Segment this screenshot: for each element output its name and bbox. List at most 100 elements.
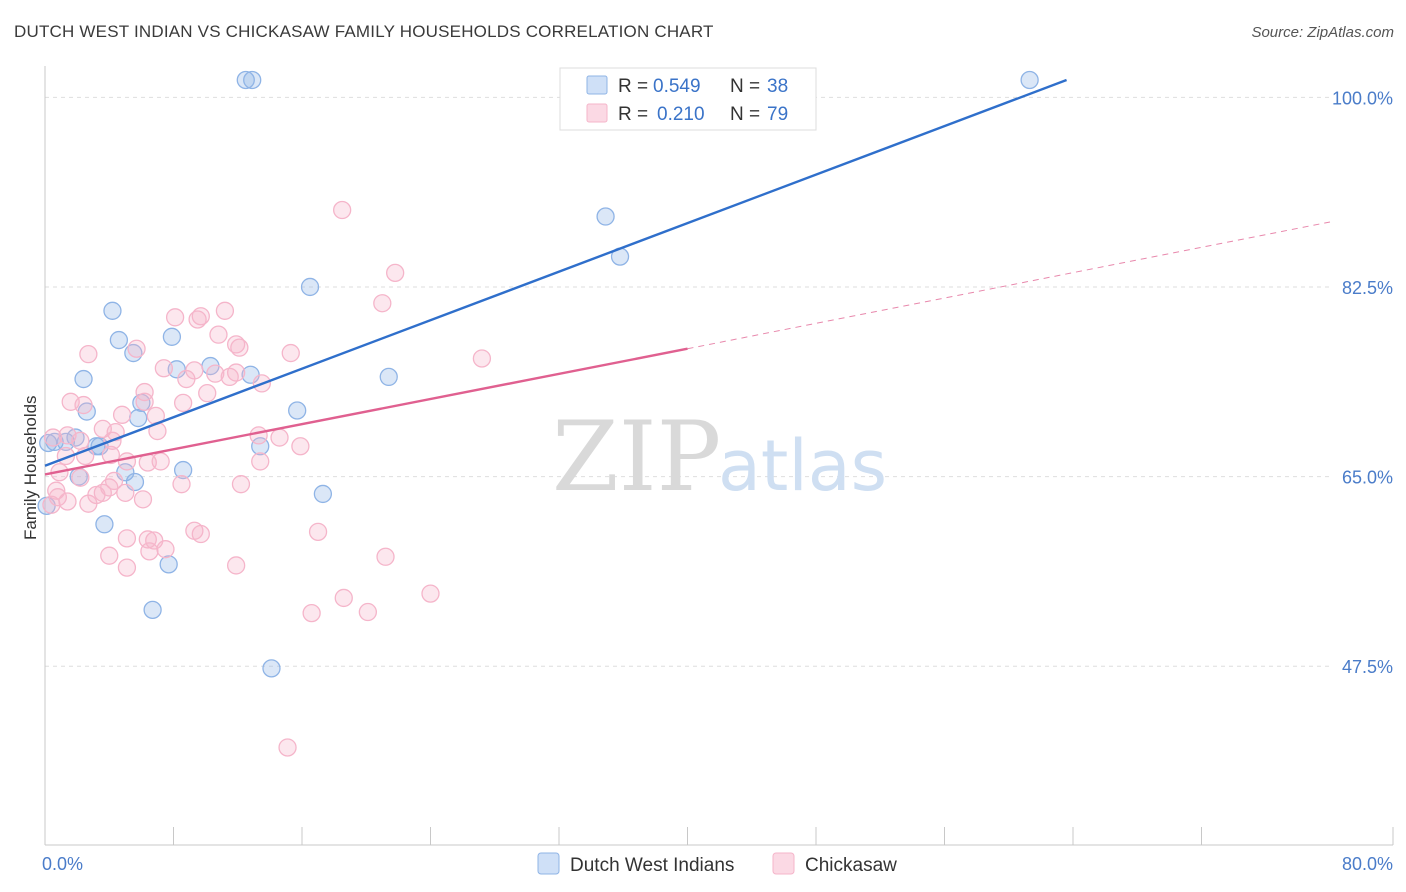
- chickasaw-point: [206, 364, 225, 383]
- chickasaw-point: [71, 468, 90, 487]
- chickasaw-point: [74, 395, 93, 415]
- bottom-legend-label-dutch: Dutch West Indians: [570, 855, 734, 876]
- chickasaw-point: [198, 384, 217, 403]
- y-tick-label: 82.5%: [1342, 278, 1393, 298]
- chickasaw-point: [249, 426, 268, 445]
- chickasaw-point: [127, 339, 146, 358]
- dutch-west-indian-point: [173, 460, 193, 480]
- dutch-west-indian-point: [95, 515, 114, 534]
- chickasaw-point: [117, 558, 137, 577]
- legend-n-value-dutch: 38: [767, 76, 788, 97]
- chickasaw-point: [334, 588, 353, 608]
- chickasaw-point: [173, 393, 193, 413]
- x-tick-label: 80.0%: [1342, 854, 1393, 874]
- chickasaw-point: [133, 490, 153, 509]
- y-tick-labels: 47.5% 65.0% 82.5% 100.0%: [1332, 88, 1393, 677]
- trend-lines: [44, 78, 1331, 476]
- legend-n-label-dutch: N =: [730, 76, 760, 97]
- legend-n-value-chickasaw: 79: [767, 104, 788, 125]
- y-tick-label: 65.0%: [1342, 468, 1393, 488]
- dutch-west-indian-point: [1020, 70, 1039, 90]
- bottom-legend-swatch-chickasaw: [772, 852, 795, 875]
- y-tick-label: 100.0%: [1332, 88, 1393, 108]
- legend-swatch-dutch: [586, 75, 608, 95]
- legend-r-value-chickasaw: 0.210: [657, 104, 705, 125]
- chickasaw-point: [165, 308, 185, 327]
- chickasaw-point: [226, 335, 246, 354]
- chickasaw-point: [386, 263, 405, 283]
- chickasaw-point: [215, 301, 235, 320]
- chickasaw-point: [291, 437, 310, 456]
- chickasaw-point: [48, 488, 67, 507]
- chart-title: DUTCH WEST INDIAN VS CHICKASAW FAMILY HO…: [14, 22, 714, 41]
- chickasaw-point: [230, 338, 249, 357]
- dutch-west-indian-point: [103, 301, 122, 320]
- legend-r-value-dutch: 0.549: [653, 76, 701, 97]
- dutch-west-indian-point: [109, 330, 129, 350]
- chickasaw-point: [93, 483, 112, 502]
- chickasaw-point: [308, 522, 328, 541]
- chickasaw-point: [209, 325, 228, 344]
- chickasaw-point: [302, 603, 321, 623]
- dutch-west-indian-point: [313, 484, 333, 504]
- chickasaw-point: [79, 344, 98, 364]
- legend-n-label-chickasaw: N =: [730, 104, 760, 125]
- legend-r-label-dutch: R =: [618, 76, 648, 97]
- chickasaw-point: [100, 546, 119, 565]
- chickasaw-point: [373, 294, 392, 313]
- chickasaw-point: [177, 369, 196, 389]
- legend-swatch-chickasaw: [586, 103, 608, 123]
- chickasaw-trend-line: [44, 347, 688, 476]
- chickasaw-point: [251, 452, 270, 471]
- chickasaw-trend-extension: [687, 221, 1331, 350]
- watermark-zip: ZIP: [552, 401, 721, 513]
- bottom-legend: Dutch West Indians Chickasaw: [537, 852, 897, 876]
- chickasaw-point: [117, 452, 137, 471]
- chickasaw-point: [333, 200, 352, 220]
- dutch-west-indian-point: [243, 70, 262, 90]
- chickasaw-point: [156, 540, 175, 559]
- dutch-west-indian-point: [300, 277, 320, 297]
- chickasaw-point: [151, 452, 170, 471]
- chickasaw-point: [185, 521, 204, 540]
- chickasaw-point: [101, 445, 121, 465]
- dutch-west-indian-point: [129, 408, 148, 428]
- axes: [44, 66, 1394, 846]
- dutch-west-indian-point: [596, 207, 615, 226]
- dutch-west-indian-point: [159, 555, 178, 574]
- dutch-west-indian-point: [236, 70, 255, 90]
- x-tick-labels: 0.0% 80.0%: [42, 854, 1393, 874]
- chickasaw-point: [231, 475, 251, 494]
- bottom-legend-swatch-dutch: [537, 852, 560, 875]
- gridlines: [45, 96, 1330, 667]
- chickasaw-point: [47, 481, 66, 500]
- chickasaw-point: [281, 343, 300, 363]
- legend-box: R = 0.549 N = 38 R = 0.210 N = 79: [559, 67, 817, 131]
- chickasaw-point: [154, 359, 174, 378]
- chickasaw-point: [270, 428, 289, 447]
- bottom-legend-label-chickasaw: Chickasaw: [805, 855, 897, 876]
- chickasaw-point: [220, 367, 239, 387]
- chickasaw-point: [226, 556, 246, 575]
- chickasaw-point: [472, 349, 492, 368]
- dutch-west-indian-point: [288, 401, 307, 420]
- dutch-west-indian-point: [262, 659, 281, 678]
- dutch-west-indian-point: [162, 327, 182, 346]
- chickasaw-point: [140, 542, 159, 561]
- watermark: ZIP atlas: [552, 401, 887, 513]
- chickasaw-point: [191, 307, 210, 326]
- data-points: [37, 70, 1039, 757]
- y-tick-label: 47.5%: [1342, 657, 1393, 677]
- dutch-trend-line: [44, 78, 1067, 467]
- y-axis-label: Family Households: [21, 395, 40, 540]
- chickasaw-point: [42, 495, 61, 514]
- chickasaw-point: [117, 529, 137, 548]
- dutch-west-indian-point: [143, 600, 162, 620]
- chickasaw-point: [71, 431, 90, 450]
- chickasaw-point: [188, 310, 207, 329]
- x-tick-label: 0.0%: [42, 854, 83, 874]
- watermark-atlas: atlas: [718, 425, 887, 507]
- dutch-west-indian-point: [74, 369, 93, 389]
- dutch-west-indian-point: [379, 367, 398, 387]
